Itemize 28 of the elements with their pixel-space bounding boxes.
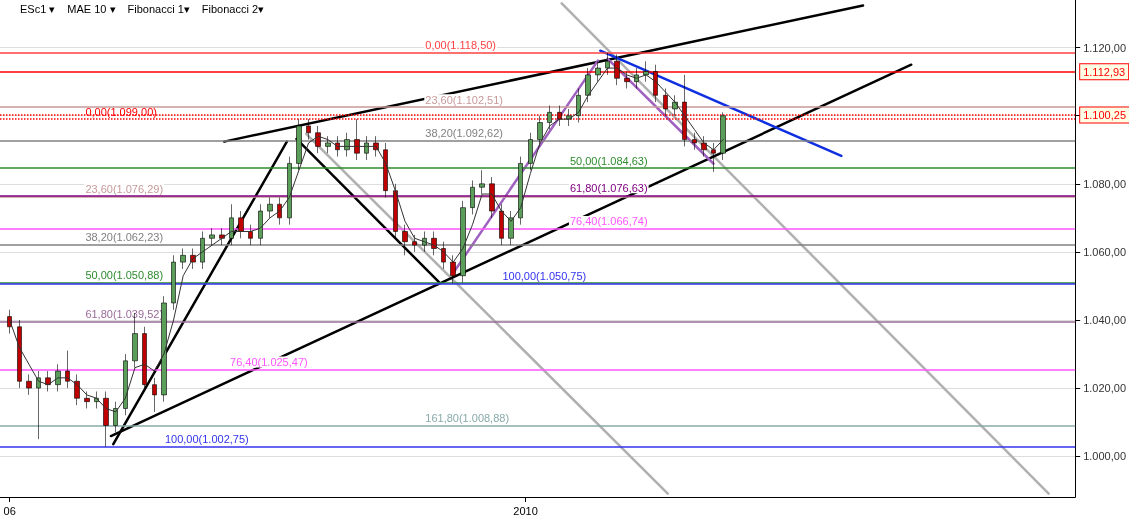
annotation: Fibonacci 1▾ (127, 3, 190, 16)
y-tick-label: 1.020,00 (1083, 382, 1127, 395)
annotation: 161,80(1.008,88) (425, 412, 510, 425)
annotation: 23,60(1.102,51) (425, 93, 503, 106)
annotation: 50,00(1.084,63) (569, 154, 648, 167)
annotation: 100,00(1.050,75) (502, 269, 587, 282)
ref-line-label: 1.100,25 (1083, 108, 1127, 121)
annotation: 38,20(1.062,23) (85, 230, 164, 243)
y-tick-label: 1.060,00 (1083, 245, 1127, 258)
annotation: 0,00(1.099,00) (85, 105, 157, 118)
annotation: ESc1 ▾ (20, 3, 56, 16)
annotation: Fibonacci 2▾ (201, 3, 265, 16)
annotation: 76,40(1.025,47) (230, 355, 308, 368)
annotation: 100,00(1.002,75) (164, 433, 249, 446)
ref-line-label: 1.112,93 (1083, 65, 1126, 78)
y-tick-label: 1.040,00 (1083, 313, 1127, 326)
annotation: 50,00(1.050,88) (85, 269, 164, 282)
y-tick-label: 1.120,00 (1083, 41, 1127, 54)
annotation: 23,60(1.076,29) (85, 182, 164, 195)
x-tick-label: 06 (3, 504, 16, 517)
annotation: 0,00(1.118,50) (425, 39, 497, 52)
y-tick-label: 1.000,00 (1083, 450, 1127, 463)
x-tick-label: 2010 (513, 504, 538, 517)
annotation: 38,20(1.092,62) (425, 127, 503, 140)
annotation: MAE 10 ▾ (67, 3, 116, 16)
annotation: 76,40(1.066,74) (569, 215, 648, 228)
y-tick-label: 1.080,00 (1083, 177, 1127, 190)
annotation: 61,80(1.076,63) (569, 181, 648, 194)
